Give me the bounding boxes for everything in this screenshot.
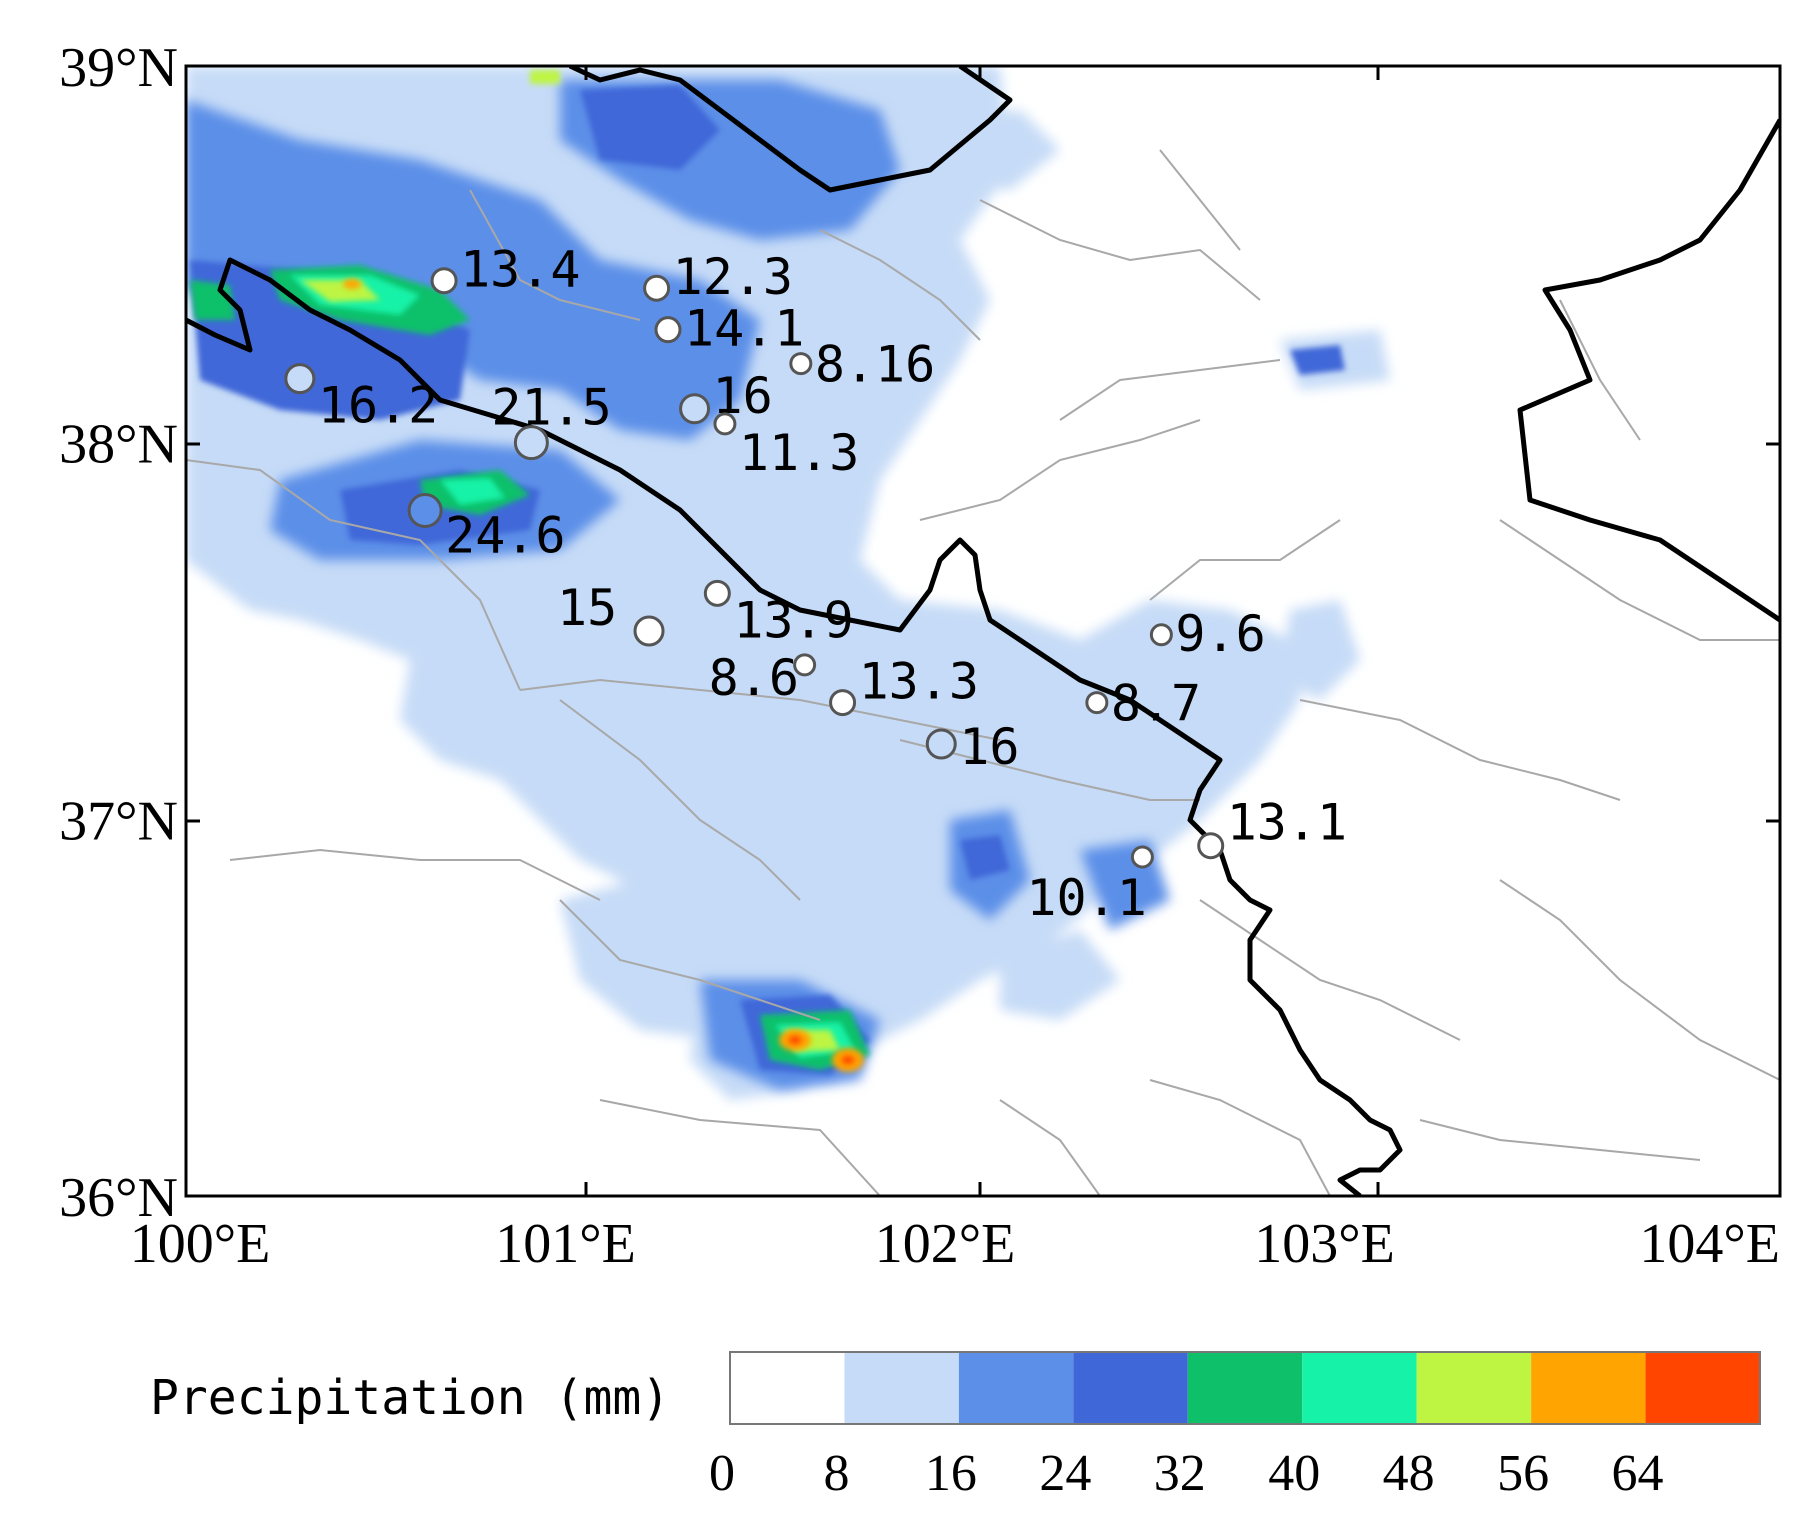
legend-color-swatch bbox=[730, 1352, 845, 1424]
station-value-label: 14.1 bbox=[684, 300, 804, 358]
station-value-label: 12.3 bbox=[673, 248, 793, 306]
station-value-label: 24.6 bbox=[445, 506, 565, 564]
latitude-labels: 39°N 38°N 37°N 36°N bbox=[59, 37, 178, 1229]
longitude-labels: 100°E 101°E 102°E 103°E 104°E bbox=[130, 1213, 1780, 1275]
longitude-label: 102°E bbox=[875, 1213, 1016, 1275]
station-marker bbox=[1197, 832, 1225, 860]
longitude-label: 103°E bbox=[1254, 1213, 1395, 1275]
station-value-label: 8.16 bbox=[815, 336, 935, 394]
legend-color-swatch bbox=[1073, 1352, 1188, 1424]
legend-tick-label: 56 bbox=[1497, 1445, 1549, 1502]
legend-tick-labels: 0 8 16 24 32 40 48 56 64 bbox=[709, 1445, 1664, 1502]
station-marker bbox=[829, 689, 857, 717]
precipitation-field bbox=[186, 66, 1390, 1100]
legend-color-swatch bbox=[1531, 1352, 1646, 1424]
station-marker bbox=[793, 653, 817, 677]
station-marker bbox=[430, 267, 458, 295]
legend-tick-label: 64 bbox=[1612, 1445, 1664, 1502]
legend-tick-label: 0 bbox=[709, 1445, 735, 1502]
station-marker bbox=[789, 352, 813, 376]
legend-color-swatch bbox=[1645, 1352, 1760, 1424]
station-marker bbox=[284, 363, 316, 395]
station-marker bbox=[1085, 691, 1109, 715]
legend-tick-label: 40 bbox=[1268, 1445, 1320, 1502]
legend-color-swatch bbox=[844, 1352, 959, 1424]
legend-title: Precipitation (mm) bbox=[150, 1370, 670, 1426]
legend-color-swatch bbox=[958, 1352, 1074, 1424]
legend-colorbar bbox=[729, 1351, 1761, 1425]
station-value-label: 11.3 bbox=[739, 424, 859, 482]
province-boundaries bbox=[186, 66, 1780, 1196]
station-marker bbox=[925, 728, 957, 760]
latitude-label: 37°N bbox=[59, 790, 178, 852]
station-marker bbox=[407, 492, 443, 528]
station-value-label: 16 bbox=[959, 718, 1019, 776]
latitude-label: 36°N bbox=[59, 1167, 178, 1229]
legend-tick-label: 24 bbox=[1039, 1445, 1091, 1502]
legend-tick-label: 32 bbox=[1154, 1445, 1206, 1502]
legend-color-swatch bbox=[1416, 1352, 1532, 1424]
longitude-label: 104°E bbox=[1639, 1213, 1780, 1275]
station-value-label: 13.3 bbox=[859, 653, 979, 711]
station-value-label: 16.2 bbox=[318, 377, 438, 435]
station-value-label: 21.5 bbox=[491, 379, 611, 437]
legend-colorbar-outline bbox=[729, 1351, 1761, 1425]
station-marker bbox=[654, 316, 682, 344]
station-value-label: 15 bbox=[557, 579, 617, 637]
station-marker bbox=[713, 412, 737, 436]
longitude-label: 100°E bbox=[130, 1213, 271, 1275]
longitude-label: 101°E bbox=[495, 1213, 636, 1275]
legend: Precipitation (mm) 0 8 16 24 32 40 48 56 64 bbox=[150, 1351, 1761, 1502]
station-value-label: 13.9 bbox=[733, 591, 853, 649]
station-marker bbox=[679, 393, 711, 425]
station-markers: 13.4 12.314.18.16 16.2 16 11.3 21.5 24.6 13.9 15… bbox=[284, 241, 1347, 927]
county-boundaries bbox=[186, 149, 1780, 1196]
legend-tick-label: 8 bbox=[823, 1445, 849, 1502]
station-value-label: 13.1 bbox=[1227, 794, 1347, 852]
latitude-label: 38°N bbox=[59, 414, 178, 476]
station-marker bbox=[703, 579, 731, 607]
station-marker bbox=[643, 274, 671, 302]
station-marker bbox=[1130, 845, 1154, 869]
latitude-label: 39°N bbox=[59, 37, 178, 99]
station-value-label: 13.4 bbox=[460, 241, 580, 299]
station-value-label: 10.1 bbox=[1026, 869, 1146, 927]
legend-tick-label: 16 bbox=[925, 1445, 977, 1502]
legend-color-swatch bbox=[1302, 1352, 1417, 1424]
station-marker bbox=[633, 615, 665, 647]
map-frame bbox=[184, 64, 1782, 1198]
station-value-label: 8.6 bbox=[709, 649, 799, 707]
station-value-label: 9.6 bbox=[1175, 605, 1265, 663]
station-marker bbox=[1149, 623, 1173, 647]
legend-color-swatch bbox=[1187, 1352, 1303, 1424]
legend-tick-label: 48 bbox=[1383, 1445, 1435, 1502]
station-value-label: 8.7 bbox=[1111, 675, 1201, 733]
station-marker bbox=[513, 425, 549, 461]
